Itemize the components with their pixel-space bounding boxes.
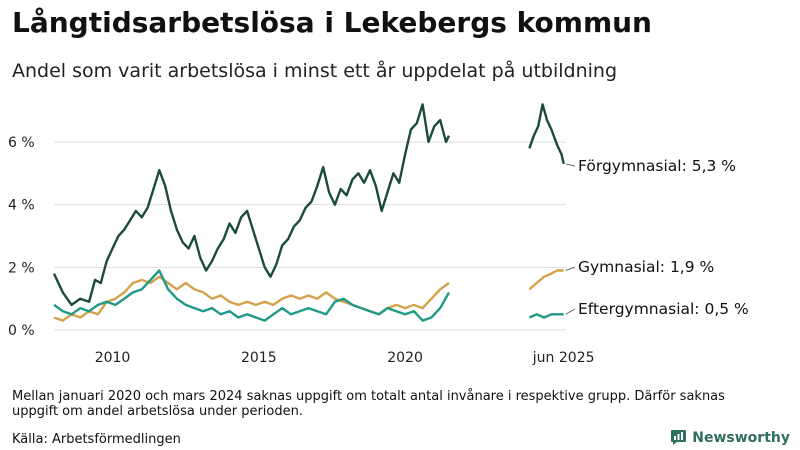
footnote: Mellan januari 2020 och mars 2024 saknas… [12,389,725,419]
series-labels: Förgymnasial: 5,3 % Gymnasial: 1,9 % Efter… [565,157,749,318]
brand-logo: Newsworthy [670,429,790,446]
chart-subtitle: Andel som varit arbetslösa i minst ett å… [12,60,618,82]
y-tick-label: 4 % [8,198,35,214]
series-line-eftergymnasial [53,269,451,322]
y-axis-ticks: 0 % 2 % 4 % 6 % [8,135,35,339]
source-note: Källa: Arbetsförmedlingen [12,432,181,447]
x-tick-label: jun 2025 [532,350,595,366]
label-connector [565,266,576,271]
series-line-eftergymnasial [528,313,564,319]
y-tick-label: 2 % [8,260,35,276]
grid-lines [54,141,566,331]
series-line-forgymnasial [52,103,451,307]
label-connector [565,163,576,167]
series-line-gymnasial [528,269,564,291]
label-connector [565,308,576,315]
y-tick-label: 6 % [8,135,35,151]
y-tick-label: 0 % [8,323,35,339]
line-chart: 0 % 2 % 4 % 6 % 2010 2015 2020 jun 2025 Förgym… [8,103,749,366]
x-tick-label: 2020 [387,350,423,366]
x-axis-ticks: 2010 2015 2020 jun 2025 [95,350,595,366]
series-line-gymnasial [53,275,450,322]
series-label-gymnasial: Gymnasial: 1,9 % [578,258,714,276]
series-lines [52,103,565,322]
newsworthy-logo-icon [671,430,687,445]
series-label-forgymnasial: Förgymnasial: 5,3 % [578,157,736,175]
brand-name: Newsworthy [692,429,790,446]
x-tick-label: 2015 [241,350,277,366]
series-label-eftergymnasial: Eftergymnasial: 0,5 % [578,300,749,318]
chart-title: Långtidsarbetslösa i Lekebergs kommun [12,6,652,39]
series-line-forgymnasial [528,103,565,165]
x-tick-label: 2010 [95,350,131,366]
